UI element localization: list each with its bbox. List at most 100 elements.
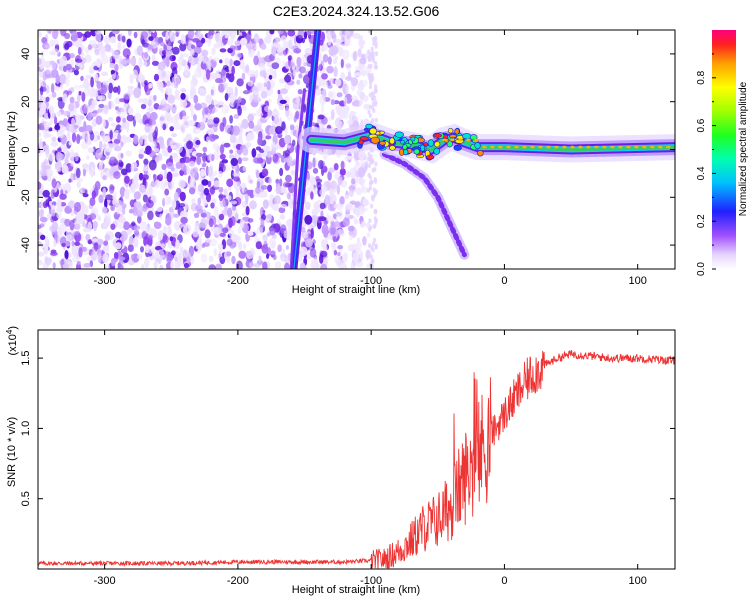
ridge-core-dot <box>626 145 631 149</box>
noise-speckle <box>179 42 187 52</box>
noise-speckle <box>209 238 218 247</box>
noise-speckle <box>103 240 109 246</box>
noise-speckle <box>374 51 379 57</box>
noise-speckle <box>87 44 93 51</box>
noise-speckle <box>148 234 153 240</box>
noise-speckle <box>145 89 151 96</box>
noise-speckle <box>158 174 163 180</box>
noise-speckle <box>197 238 202 248</box>
noise-speckle <box>38 181 42 190</box>
noise-speckle <box>178 62 182 72</box>
noise-speckle <box>39 81 44 87</box>
noise-speckle <box>303 62 308 67</box>
noise-speckle <box>204 229 211 239</box>
noise-speckle <box>114 63 119 72</box>
noise-speckle <box>331 91 336 102</box>
noise-speckle <box>100 84 108 95</box>
noise-speckle <box>219 256 226 265</box>
noise-speckle <box>247 80 254 87</box>
noise-speckle <box>85 233 91 241</box>
noise-speckle <box>174 75 181 86</box>
colorbar-gradient <box>712 30 736 269</box>
noise-speckle <box>237 157 242 165</box>
noise-speckle <box>261 244 269 254</box>
noise-speckle <box>332 236 337 243</box>
noise-speckle <box>221 104 230 114</box>
noise-speckle <box>153 221 162 230</box>
noise-speckle <box>222 64 229 71</box>
noise-speckle <box>50 207 56 217</box>
noise-speckle <box>268 74 273 80</box>
noise-speckle <box>245 193 249 205</box>
noise-speckle <box>51 178 57 189</box>
branch-core <box>382 151 467 258</box>
noise-speckle <box>362 95 369 102</box>
noise-speckle <box>231 65 235 76</box>
noise-speckle <box>133 31 138 39</box>
noise-speckle <box>65 40 73 48</box>
noise-speckle <box>40 200 44 210</box>
noise-speckle <box>116 116 121 123</box>
noise-speckle <box>182 248 188 259</box>
noise-speckle <box>40 63 44 70</box>
noise-speckle <box>279 167 284 177</box>
noise-speckle <box>201 179 209 186</box>
noise-speckle <box>320 263 328 269</box>
snr-background <box>38 330 675 569</box>
noise-speckle <box>368 113 372 118</box>
noise-speckle <box>355 241 363 250</box>
ridge-core-dot <box>546 145 551 149</box>
noise-speckle <box>257 137 263 146</box>
noise-speckle <box>319 254 324 264</box>
noise-speckle <box>144 226 150 234</box>
snr-frame <box>37 329 676 570</box>
noise-speckle <box>61 164 69 175</box>
noise-speckle <box>114 199 123 208</box>
noise-speckle <box>296 79 301 85</box>
noise-speckle <box>213 170 217 177</box>
noise-speckle <box>88 87 96 98</box>
noise-speckle <box>185 37 189 47</box>
snr-series-line <box>38 349 675 569</box>
noise-speckle <box>58 73 67 85</box>
noise-speckle <box>52 30 59 40</box>
noise-speckle <box>226 178 234 187</box>
noise-speckle <box>245 134 251 142</box>
snr-plot: -300 -200 -100 0 100 0.5 1.0 1.5 Height of stra… <box>5 326 676 596</box>
noise-speckle <box>233 114 240 119</box>
noise-speckle <box>369 78 374 83</box>
noise-speckle <box>133 134 139 145</box>
noise-speckle <box>367 163 371 169</box>
noise-speckle <box>219 153 226 160</box>
noise-speckle <box>357 167 366 178</box>
noise-speckle <box>222 227 229 234</box>
noise-speckle <box>249 179 253 184</box>
noise-speckle <box>359 99 363 106</box>
noise-speckle <box>109 185 115 191</box>
noise-speckle <box>238 241 243 250</box>
noise-speckle <box>307 30 316 35</box>
noise-speckle <box>218 83 225 93</box>
noise-speckle <box>109 130 113 140</box>
noise-speckle <box>110 122 116 127</box>
noise-speckle <box>277 89 281 95</box>
noise-speckle <box>274 261 282 269</box>
noise-speckle <box>369 73 373 79</box>
colorbar-tick-label: 0.4 <box>696 166 707 180</box>
noise-speckle <box>62 263 69 269</box>
noise-speckle <box>374 117 378 123</box>
noise-speckle <box>201 49 209 57</box>
noise-speckle <box>333 249 338 256</box>
snr-x-axis-label: Height of straight line (km) <box>292 584 420 596</box>
noise-speckle <box>237 105 242 116</box>
noise-speckle <box>179 180 188 188</box>
noise-speckle <box>68 200 75 209</box>
noise-speckle <box>215 78 223 84</box>
ridge-core-dot <box>578 145 583 149</box>
noise-speckle <box>75 58 83 63</box>
noise-speckle <box>143 51 149 59</box>
noise-speckle <box>374 102 378 107</box>
noise-speckle <box>69 53 75 59</box>
noise-speckle <box>133 225 141 230</box>
